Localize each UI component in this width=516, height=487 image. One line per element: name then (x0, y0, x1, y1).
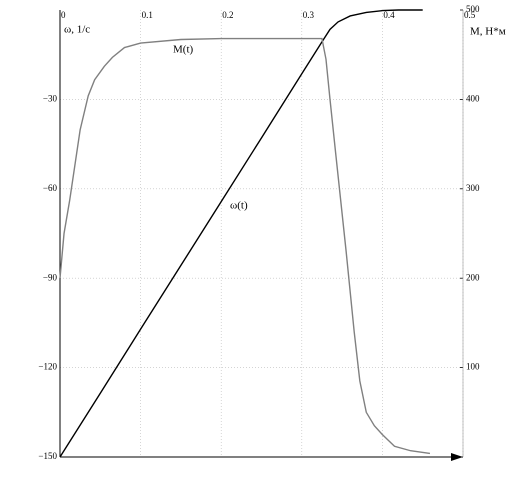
y-axis-label: ω, 1/с (64, 24, 90, 36)
x-tick-label: 0.4 (383, 10, 395, 20)
x-tick-label: 0.2 (222, 10, 233, 20)
annotation: ω(t) (230, 200, 248, 212)
x-tick-label: 0.5 (464, 10, 476, 20)
axis-arrow (451, 453, 463, 461)
y2-axis-label: M, Н*м (470, 26, 506, 38)
y-tick-label: −60 (43, 183, 58, 193)
series-line (59, 9, 423, 458)
y2-tick-label: 500 (466, 4, 480, 14)
y2-tick-label: 300 (466, 183, 480, 193)
y2-tick-label: 400 (466, 93, 480, 103)
x-tick-label: 0 (61, 10, 66, 20)
y-tick-label: −90 (43, 272, 58, 282)
y-tick-label: −30 (43, 93, 58, 103)
annotation: M(t) (173, 44, 194, 56)
y2-tick-label: 200 (466, 272, 480, 282)
x-tick-label: 0.3 (303, 10, 315, 20)
y-tick-label: −120 (38, 362, 57, 372)
series-line (59, 37, 431, 455)
y2-tick-label: 100 (466, 362, 480, 372)
y-tick-label: −150 (38, 451, 57, 461)
x-tick-label: 0.1 (142, 10, 153, 20)
